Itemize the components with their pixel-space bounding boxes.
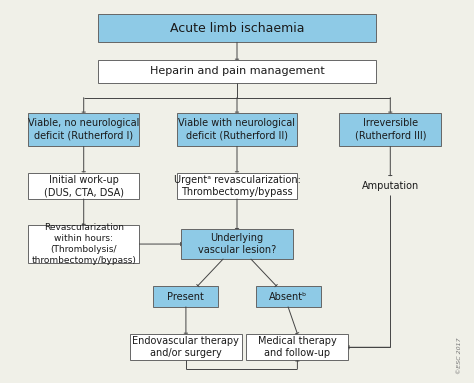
Text: Revascularization
within hours:
(Thrombolysis/
thrombectomy/bypass): Revascularization within hours: (Thrombo…: [31, 223, 136, 265]
Text: Underlying
vascular lesion?: Underlying vascular lesion?: [198, 233, 276, 255]
Text: Urgentᵃ revascularization:
Thrombectomy/bypass: Urgentᵃ revascularization: Thrombectomy/…: [173, 175, 301, 197]
Text: Heparin and pain management: Heparin and pain management: [150, 66, 324, 76]
Text: Acute limb ischaemia: Acute limb ischaemia: [170, 22, 304, 35]
Text: Endovascular therapy
and/or surgery: Endovascular therapy and/or surgery: [132, 336, 239, 358]
FancyBboxPatch shape: [130, 334, 242, 360]
FancyBboxPatch shape: [154, 286, 219, 307]
FancyBboxPatch shape: [255, 286, 320, 307]
Text: Absentᵇ: Absentᵇ: [269, 291, 307, 301]
Text: Medical therapy
and follow-up: Medical therapy and follow-up: [258, 336, 337, 358]
FancyBboxPatch shape: [246, 334, 348, 360]
Text: Present: Present: [167, 291, 204, 301]
Text: Initial work-up
(DUS, CTA, DSA): Initial work-up (DUS, CTA, DSA): [44, 175, 124, 197]
Text: Viable with neurological
deficit (Rutherford II): Viable with neurological deficit (Ruther…: [179, 118, 295, 141]
FancyBboxPatch shape: [98, 60, 376, 83]
FancyBboxPatch shape: [177, 173, 297, 199]
Text: ©ESC 2017: ©ESC 2017: [457, 337, 462, 373]
Text: Viable, no neurological
deficit (Rutherford I): Viable, no neurological deficit (Rutherf…: [28, 118, 139, 141]
FancyBboxPatch shape: [353, 177, 428, 195]
FancyBboxPatch shape: [177, 113, 297, 146]
FancyBboxPatch shape: [339, 113, 441, 146]
FancyBboxPatch shape: [28, 173, 139, 199]
FancyBboxPatch shape: [181, 229, 293, 259]
FancyBboxPatch shape: [28, 225, 139, 263]
FancyBboxPatch shape: [98, 14, 376, 42]
FancyBboxPatch shape: [28, 113, 139, 146]
Text: Irreversible
(Rutherford III): Irreversible (Rutherford III): [355, 118, 426, 141]
Text: Amputation: Amputation: [362, 181, 419, 191]
